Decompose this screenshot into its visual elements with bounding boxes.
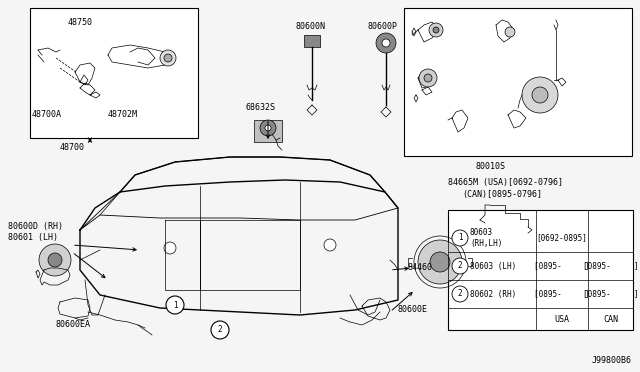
Circle shape [164, 242, 176, 254]
Circle shape [382, 39, 390, 47]
Text: USA: USA [554, 314, 570, 324]
Text: CAN: CAN [603, 314, 618, 324]
Text: 48700A: 48700A [32, 110, 62, 119]
Text: 80603
(RH,LH): 80603 (RH,LH) [470, 228, 502, 248]
Circle shape [505, 27, 515, 37]
Circle shape [324, 239, 336, 251]
Circle shape [452, 286, 468, 302]
Text: [0895-     ]: [0895- ] [534, 262, 589, 270]
Text: 48702M: 48702M [108, 110, 138, 119]
Circle shape [260, 120, 276, 136]
Text: 1: 1 [458, 234, 462, 243]
Circle shape [166, 296, 184, 314]
Circle shape [418, 240, 462, 284]
Circle shape [265, 125, 271, 131]
Text: 2: 2 [458, 289, 462, 298]
Bar [304, 35, 320, 47]
Text: 80600P: 80600P [368, 22, 398, 31]
Circle shape [433, 27, 439, 33]
Circle shape [376, 33, 396, 53]
Bar [254, 120, 282, 142]
Text: 80600D (RH): 80600D (RH) [8, 222, 63, 231]
Circle shape [211, 321, 229, 339]
Text: J99800B6: J99800B6 [592, 356, 632, 365]
Text: 68632S: 68632S [245, 103, 275, 112]
Circle shape [424, 74, 432, 82]
Text: 48700: 48700 [60, 143, 85, 152]
Text: 80603 (LH): 80603 (LH) [470, 262, 516, 270]
Bar [30, 8, 198, 138]
Text: (CAN)[0895-0796]: (CAN)[0895-0796] [462, 190, 542, 199]
Text: 80010S: 80010S [475, 162, 505, 171]
Text: 80600N: 80600N [296, 22, 326, 31]
Circle shape [419, 69, 437, 87]
Bar [404, 8, 632, 156]
Text: [0692-0895]: [0692-0895] [536, 234, 588, 243]
Text: [0895-     ]: [0895- ] [583, 289, 638, 298]
Text: 80600E: 80600E [398, 305, 428, 314]
Text: 2: 2 [218, 326, 222, 334]
Text: 1: 1 [173, 301, 177, 310]
Circle shape [532, 87, 548, 103]
Text: 48750: 48750 [68, 18, 93, 27]
Text: [0895-     ]: [0895- ] [534, 289, 589, 298]
Circle shape [429, 23, 443, 37]
Circle shape [430, 252, 450, 272]
Circle shape [452, 258, 468, 274]
Text: 2: 2 [458, 262, 462, 270]
Text: 84460: 84460 [408, 263, 433, 272]
Text: 80600EA: 80600EA [55, 320, 90, 329]
Text: [0895-     ]: [0895- ] [583, 262, 638, 270]
Circle shape [452, 230, 468, 246]
Circle shape [164, 54, 172, 62]
Text: 84665M (USA)[0692-0796]: 84665M (USA)[0692-0796] [448, 178, 563, 187]
Text: 80602 (RH): 80602 (RH) [470, 289, 516, 298]
Circle shape [39, 244, 71, 276]
Circle shape [160, 50, 176, 66]
Circle shape [522, 77, 558, 113]
Bar [448, 210, 633, 330]
Text: 80601 (LH): 80601 (LH) [8, 233, 58, 242]
Circle shape [48, 253, 62, 267]
